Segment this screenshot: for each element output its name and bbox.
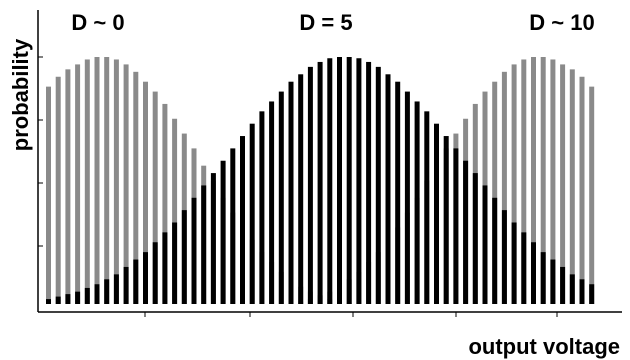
bar-series-0-5 [94,57,100,304]
bar-series-1-46 [492,81,498,304]
bar-series-1-51 [540,57,546,304]
annotation-d-10: D ~ 10 [529,10,594,35]
y-axis-label: probability [8,38,33,151]
annotation-d-0: D ~ 0 [71,10,124,35]
bar-series-2-34 [375,66,381,304]
bar-series-2-43 [463,160,469,304]
bar-series-2-39 [424,111,430,304]
bar-series-1-52 [550,59,556,304]
bar-series-2-51 [540,252,546,304]
bar-series-1-48 [511,64,517,304]
bar-series-2-35 [385,74,391,304]
bar-series-2-21 [249,123,255,304]
bar-series-0-6 [104,57,110,304]
bar-series-2-56 [589,284,595,304]
bar-series-2-3 [75,291,81,304]
x-axis-label: output voltage [468,334,620,359]
bar-series-2-28 [317,61,323,304]
bar-series-2-27 [307,66,313,304]
bar-series-0-4 [84,59,90,304]
bar-series-1-55 [579,76,585,304]
bar-series-2-48 [511,222,517,304]
bar-series-2-37 [404,91,410,304]
bar-series-1-47 [501,71,507,304]
bar-series-2-41 [443,136,449,304]
bar-series-2-14 [181,210,187,304]
bar-series-2-0 [46,299,51,304]
bar-series-1-49 [521,59,527,304]
bar-series-2-20 [240,136,245,304]
bar-series-0-10 [143,81,148,304]
bar-series-2-36 [395,81,401,304]
bar-series-0-0 [46,86,51,304]
bar-series-2-33 [366,61,372,304]
bar-series-2-23 [269,101,275,305]
bar-series-2-29 [327,58,333,304]
bar-series-0-11 [152,91,158,304]
bar-series-2-42 [453,148,459,304]
bar-series-0-9 [133,71,139,304]
bar-series-2-13 [172,222,178,304]
bar-series-2-2 [65,294,71,304]
bar-series-0-7 [113,59,119,304]
annotation-d-5: D = 5 [299,10,352,35]
bar-series-2-50 [531,242,536,304]
bar-series-2-6 [104,279,110,304]
bar-series-0-13 [172,118,178,304]
bar-series-2-18 [220,160,226,304]
bar-series-2-54 [569,274,575,304]
bar-series-2-38 [414,101,420,305]
bar-series-2-11 [152,242,158,304]
bar-series-0-2 [65,69,71,304]
bar-series-2-53 [560,266,566,304]
bar-series-2-31 [346,57,352,304]
bar-series-2-12 [162,232,168,304]
bars-layer [46,57,595,305]
bar-series-1-50 [531,57,536,304]
bar-series-0-1 [55,76,61,304]
bar-series-2-40 [434,123,439,304]
bar-series-2-4 [84,287,90,304]
bar-series-2-1 [55,296,61,304]
bar-series-2-24 [278,91,284,304]
bar-series-2-45 [482,185,488,304]
bar-series-1-56 [589,86,595,304]
bar-series-2-49 [521,232,527,304]
bar-series-2-26 [298,74,304,304]
bar-series-2-55 [579,279,585,304]
bar-series-2-10 [143,252,148,304]
bar-series-2-7 [113,274,119,304]
bar-series-2-5 [94,284,100,304]
bar-series-2-25 [288,81,294,304]
bar-series-2-30 [337,57,342,304]
bar-series-2-46 [492,197,498,304]
bar-series-2-47 [501,210,507,304]
bar-series-2-15 [191,197,197,304]
bar-series-2-16 [201,185,207,304]
bar-series-2-32 [356,58,362,304]
bar-series-2-44 [472,173,478,304]
bar-series-1-53 [560,64,566,304]
bar-series-2-8 [123,266,129,304]
bar-series-2-19 [230,148,236,304]
bar-series-2-9 [133,259,139,304]
bar-series-0-8 [123,64,129,304]
bar-series-2-22 [259,111,265,304]
bar-series-2-17 [210,173,216,304]
bar-series-1-54 [569,69,575,304]
bar-series-0-3 [75,64,81,304]
bar-series-0-12 [162,103,168,305]
bar-series-2-52 [550,259,556,304]
ticks-layer [38,56,558,317]
